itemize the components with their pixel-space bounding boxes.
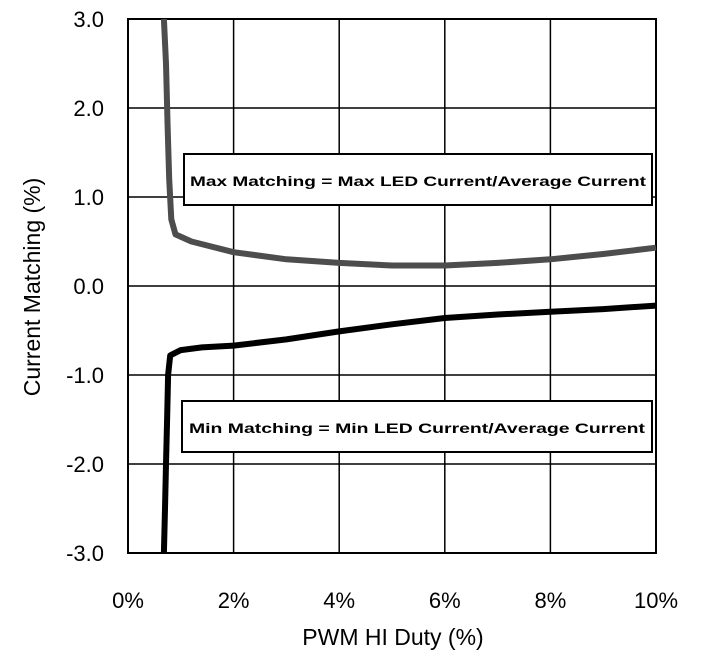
grid bbox=[127, 18, 657, 554]
max-matching-annotation-box bbox=[183, 153, 653, 206]
y-tick-label: 3.0 bbox=[73, 7, 104, 32]
min-matching-annotation: Min Matching = Min LED Current/Average C… bbox=[181, 400, 653, 453]
y-tick-label: -2.0 bbox=[66, 452, 104, 477]
y-tick-label: -3.0 bbox=[66, 541, 104, 566]
x-tick-label: 0% bbox=[112, 588, 144, 613]
y-tick-label: 2.0 bbox=[73, 96, 104, 121]
plot-frame bbox=[127, 18, 657, 554]
y-axis-title: Current Matching (%) bbox=[19, 178, 45, 397]
x-tick-label: 6% bbox=[429, 588, 461, 613]
x-tick-label: 10% bbox=[634, 588, 678, 613]
y-axis-ticks: 3.0 2.0 1.0 0.0 -1.0 -2.0 -3.0 bbox=[66, 7, 104, 566]
x-tick-label: 4% bbox=[323, 588, 355, 613]
min-matching-series-line bbox=[160, 302, 657, 554]
x-axis-title: PWM HI Duty (%) bbox=[302, 624, 483, 650]
y-tick-label: 1.0 bbox=[73, 185, 104, 210]
x-tick-label: 8% bbox=[535, 588, 567, 613]
series-layer bbox=[160, 18, 657, 554]
min-matching-annotation-text: Min Matching = Min LED Current/Average C… bbox=[189, 420, 645, 436]
max-matching-annotation-text: Max Matching = Max LED Current/Average C… bbox=[190, 173, 646, 189]
x-tick-label: 2% bbox=[218, 588, 250, 613]
y-tick-label: 0.0 bbox=[73, 274, 104, 299]
x-axis-ticks: 0% 2% 4% 6% 8% 10% bbox=[112, 588, 678, 613]
min-matching-annotation-box bbox=[181, 400, 653, 453]
y-tick-label: -1.0 bbox=[66, 363, 104, 388]
max-matching-series-line bbox=[160, 18, 657, 269]
max-matching-annotation: Max Matching = Max LED Current/Average C… bbox=[183, 153, 653, 206]
